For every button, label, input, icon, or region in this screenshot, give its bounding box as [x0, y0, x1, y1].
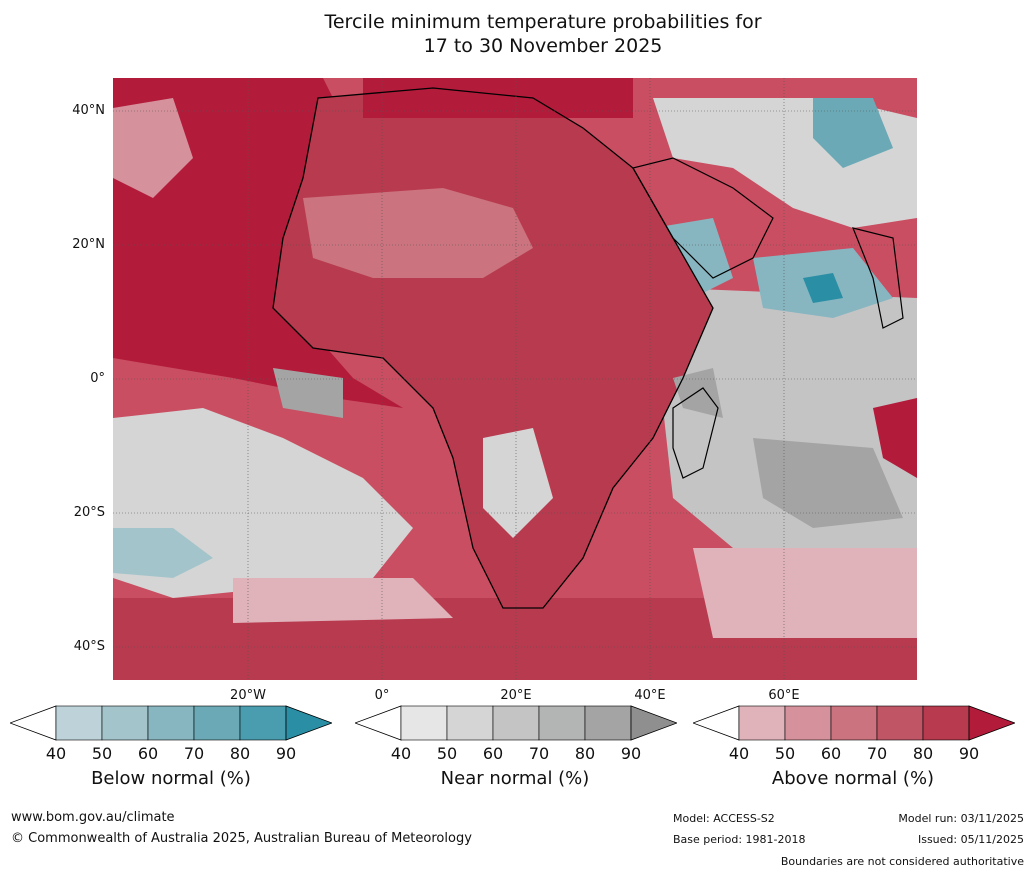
near-tick-60: 60	[482, 744, 504, 763]
lat-label-0: 0°	[90, 371, 105, 386]
africa-coastline	[272, 87, 714, 609]
region-atlantic-mid	[113, 98, 193, 198]
below-tick-90: 90	[275, 744, 297, 763]
region-mediterranean	[363, 78, 633, 118]
lon-label-60e: 60°E	[768, 688, 800, 703]
near-tick-50: 50	[436, 744, 458, 763]
below-bar-segment	[147, 705, 195, 741]
lon-label-20w: 20°W	[230, 688, 266, 703]
india-coastline	[852, 227, 904, 329]
above-bar-over	[968, 705, 1015, 741]
chart-title: Tercile minimum temperature probabilitie…	[0, 10, 1035, 58]
below-tick-80: 80	[229, 744, 251, 763]
below-tick-50: 50	[91, 744, 113, 763]
lat-label-20s: 20°S	[73, 505, 105, 520]
lon-label-40e: 40°E	[634, 688, 666, 703]
below-bar-over	[285, 705, 332, 741]
probability-map[interactable]	[113, 78, 917, 680]
near-tick-90: 90	[620, 744, 642, 763]
region-east-indian-above	[873, 398, 917, 478]
above-tick-40: 40	[728, 744, 750, 763]
title-line-2: 17 to 30 November 2025	[423, 35, 663, 57]
lon-label-0: 0°	[374, 688, 390, 703]
region-iran-below	[813, 98, 893, 168]
above-bar-segment	[784, 705, 832, 741]
lat-label-40n: 40°N	[72, 103, 105, 118]
near-bar-segment	[446, 705, 494, 741]
near-tick-70: 70	[528, 744, 550, 763]
above-tick-90: 90	[958, 744, 980, 763]
above-tick-70: 70	[866, 744, 888, 763]
lon-label-20e: 20°E	[500, 688, 532, 703]
copyright-text: © Commonwealth of Australia 2025, Austra…	[11, 831, 472, 846]
below-tick-40: 40	[45, 744, 67, 763]
region-south-indian-light	[693, 548, 917, 638]
below-tick-70: 70	[183, 744, 205, 763]
near-tick-40: 40	[390, 744, 412, 763]
near-bar-under	[355, 705, 402, 741]
model-run-date: Model run: 03/11/2025	[898, 812, 1024, 825]
region-sahara	[303, 188, 533, 278]
website-link[interactable]: www.bom.gov.au/climate	[11, 810, 175, 825]
above-normal-colorbar	[693, 705, 1015, 741]
above-tick-80: 80	[912, 744, 934, 763]
boundary-disclaimer: Boundaries are not considered authoritat…	[780, 855, 1024, 868]
madagascar-coastline	[672, 387, 719, 479]
near-bar-segment	[584, 705, 632, 741]
below-tick-60: 60	[137, 744, 159, 763]
region-southern-ocean-light	[233, 578, 453, 623]
above-tick-50: 50	[774, 744, 796, 763]
arabia-coastline	[632, 157, 774, 279]
base-period: Base period: 1981-2018	[673, 833, 806, 846]
below-bar-segment	[239, 705, 287, 741]
near-normal-colorbar	[355, 705, 677, 741]
below-bar-under	[10, 705, 57, 741]
region-south-atlantic-below	[113, 528, 213, 578]
above-normal-title: Above normal (%)	[771, 768, 935, 789]
lat-label-40s: 40°S	[73, 639, 105, 654]
above-bar-under	[693, 705, 740, 741]
region-madagascar-near	[673, 368, 723, 418]
near-tick-80: 80	[574, 744, 596, 763]
graticule	[113, 78, 917, 680]
near-normal-title: Near normal (%)	[440, 768, 590, 789]
near-bar-segment	[492, 705, 540, 741]
below-bar-segment	[55, 705, 103, 741]
near-bar-segment	[538, 705, 586, 741]
region-south-africa-near	[483, 428, 553, 538]
above-bar-segment	[876, 705, 924, 741]
above-bar-segment	[830, 705, 878, 741]
above-bar-segment	[922, 705, 970, 741]
lat-label-20n: 20°N	[72, 237, 105, 252]
below-bar-segment	[193, 705, 241, 741]
near-bar-segment	[400, 705, 448, 741]
region-gulf-near	[273, 368, 343, 418]
near-bar-over	[630, 705, 677, 741]
below-bar-segment	[101, 705, 149, 741]
region-indian-ocean-dark	[753, 438, 903, 528]
issued-date: Issued: 05/11/2025	[917, 833, 1024, 846]
title-line-1: Tercile minimum temperature probabilitie…	[324, 11, 762, 33]
region-arabian-sea-strong	[803, 273, 843, 303]
above-bar-segment	[738, 705, 786, 741]
below-normal-title: Below normal (%)	[91, 768, 251, 789]
model-name: Model: ACCESS-S2	[673, 812, 775, 825]
below-normal-colorbar	[10, 705, 332, 741]
above-tick-60: 60	[820, 744, 842, 763]
